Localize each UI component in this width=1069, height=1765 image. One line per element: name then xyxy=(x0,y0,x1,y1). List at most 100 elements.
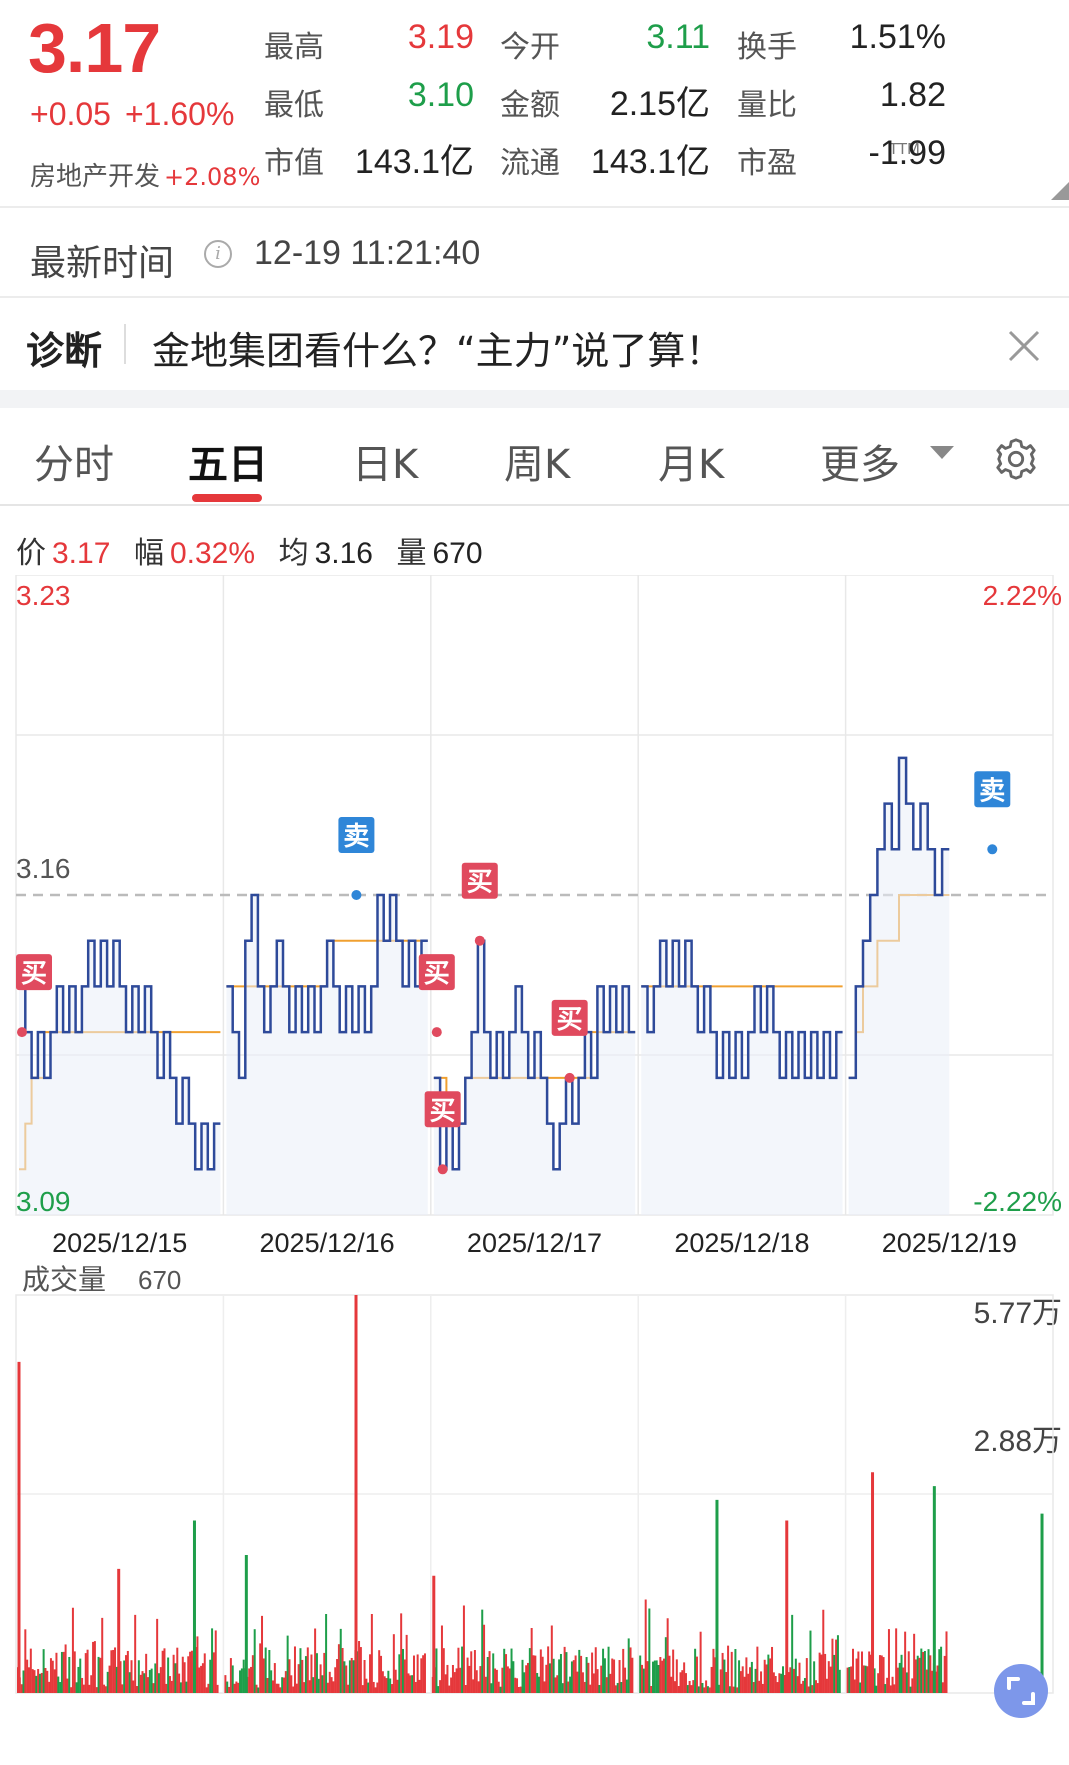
latest-time-label: 最新时间 xyxy=(30,243,175,284)
signal-dot xyxy=(474,935,485,946)
quote-header: 3.17 +0.05 +1.60% 房地产开发 +2.08% 最高 3.19 今开 … xyxy=(0,0,1069,208)
date-label: 2025/12/15 xyxy=(52,1228,187,1258)
y-axis-ref-label: 3.16 xyxy=(16,853,71,884)
diagnosis-text[interactable]: 金地集团看什么？“主力”说了算！ xyxy=(152,329,724,373)
signal-label: 买 xyxy=(21,959,47,989)
buy-signal-badge xyxy=(424,1091,461,1128)
date-label: 2025/12/16 xyxy=(260,1228,395,1258)
close-icon[interactable] xyxy=(1004,326,1044,366)
date-label: 2025/12/18 xyxy=(674,1228,809,1258)
chart-tabs: 分时 五日 日K 周K 月K 更多 xyxy=(0,408,1069,506)
stat-label: 最低 xyxy=(264,88,324,123)
buy-signal-badge xyxy=(461,862,498,899)
avg-value: 3.16 xyxy=(314,537,373,570)
signal-label: 卖 xyxy=(979,776,1005,806)
ttm-superscript: TTM xyxy=(889,140,921,158)
price-line xyxy=(19,756,950,1215)
diagnosis-title: 诊断 xyxy=(26,329,103,373)
sector-name: 房地产开发 xyxy=(30,162,161,192)
stat-value: -1.99 xyxy=(868,134,947,172)
diagnosis-banner[interactable]: 诊断 金地集团看什么？“主力”说了算！ xyxy=(0,298,1069,390)
stat-value: 2.15亿 xyxy=(609,85,710,123)
divider xyxy=(124,324,126,364)
signal-label: 买 xyxy=(424,959,450,989)
buy-signal-badge xyxy=(551,999,588,1036)
pct-axis-min-label: -2.22% xyxy=(973,1186,1062,1217)
stat-label: 市值 xyxy=(264,146,324,181)
current-price: 3.17 xyxy=(28,9,161,87)
volume-value: 670 xyxy=(432,537,483,570)
price-line-day xyxy=(641,939,843,1080)
date-label: 2025/12/19 xyxy=(882,1228,1017,1258)
signal-label: 买 xyxy=(430,1096,456,1126)
y-axis-min-label: 3.09 xyxy=(16,1186,71,1217)
date-label: 2025/12/17 xyxy=(467,1228,602,1258)
change-percent: +1.60% xyxy=(124,96,235,132)
volume-max-label: 5.77万 xyxy=(974,1297,1062,1330)
price-line-day xyxy=(226,893,428,1080)
stat-label: 最高 xyxy=(264,30,324,65)
tab-daily-k[interactable]: 日K xyxy=(352,442,419,488)
gear-icon[interactable] xyxy=(993,436,1039,482)
signal-dot xyxy=(987,844,998,855)
stat-value: 1.51% xyxy=(849,18,946,56)
range-label: 幅 xyxy=(133,536,164,571)
stat-value: 3.10 xyxy=(407,76,474,114)
stat-value: 3.19 xyxy=(407,18,474,56)
divider xyxy=(0,296,1069,298)
y-axis-max-label: 3.23 xyxy=(16,580,71,611)
range-value: 0.32% xyxy=(169,537,256,570)
price-value: 3.17 xyxy=(52,537,111,570)
signal-label: 买 xyxy=(557,1005,583,1035)
volume-mid-label: 2.88万 xyxy=(974,1425,1062,1458)
fullscreen-icon xyxy=(1007,1677,1035,1705)
stat-value: 143.1亿 xyxy=(590,143,710,181)
price-change: +0.05 +1.60% xyxy=(30,96,234,133)
signal-dot xyxy=(351,890,362,900)
tab-monthly-k[interactable]: 月K xyxy=(658,442,725,488)
chevron-down-icon[interactable] xyxy=(930,446,954,459)
stat-label: 今开 xyxy=(500,30,560,65)
change-amount: +0.05 xyxy=(30,96,111,132)
tab-five-day[interactable]: 五日 xyxy=(188,442,268,488)
buy-signal-badge xyxy=(16,954,52,991)
signal-dot xyxy=(17,1027,27,1038)
chart-grid xyxy=(15,575,1054,1216)
stat-label: 量比 xyxy=(737,88,797,123)
signal-dot xyxy=(431,1027,442,1038)
price-line-day xyxy=(19,939,221,1171)
buy-signal-badge xyxy=(418,954,455,991)
tab-weekly-k[interactable]: 周K xyxy=(504,442,571,488)
signal-dot xyxy=(564,1072,575,1083)
section-gap xyxy=(0,390,1069,408)
signal-dot xyxy=(437,1164,448,1175)
sector-percent: +2.08% xyxy=(164,163,261,191)
price-line-day xyxy=(848,756,950,1080)
fullscreen-button[interactable] xyxy=(994,1664,1048,1718)
latest-time-value: 12-19 11:21:40 xyxy=(254,234,481,272)
volume-current: 670 xyxy=(138,1265,181,1295)
divider xyxy=(0,206,1069,208)
active-tab-indicator xyxy=(192,494,262,502)
price-area xyxy=(848,757,950,1215)
stat-label: 换手 xyxy=(737,30,797,65)
price-area xyxy=(226,895,428,1215)
date-axis: 2025/12/15 2025/12/16 2025/12/17 2025/12/18… xyxy=(52,1228,1017,1258)
crosshair-info: 价 3.17 幅 0.32% 均 3.16 量 670 xyxy=(16,528,497,572)
info-icon[interactable]: i xyxy=(204,240,232,268)
volume-bars xyxy=(15,1294,1054,1694)
stat-label: 金额 xyxy=(500,88,560,123)
avg-label: 均 xyxy=(278,536,309,571)
price-label: 价 xyxy=(16,536,46,571)
sector-link[interactable]: 房地产开发 +2.08% xyxy=(30,156,260,193)
expand-corner-icon[interactable] xyxy=(1051,182,1069,200)
stat-value: 143.1亿 xyxy=(354,143,474,181)
latest-time-row: 最新时间 12-19 11:21:40 xyxy=(0,210,1069,296)
sell-signal-badge xyxy=(338,817,375,853)
volume-title: 成交量 xyxy=(22,1263,106,1296)
tab-intraday[interactable]: 分时 xyxy=(34,442,114,488)
signal-label: 卖 xyxy=(343,822,369,852)
volume-label: 量 xyxy=(396,536,427,571)
tab-more[interactable]: 更多 xyxy=(820,442,900,488)
